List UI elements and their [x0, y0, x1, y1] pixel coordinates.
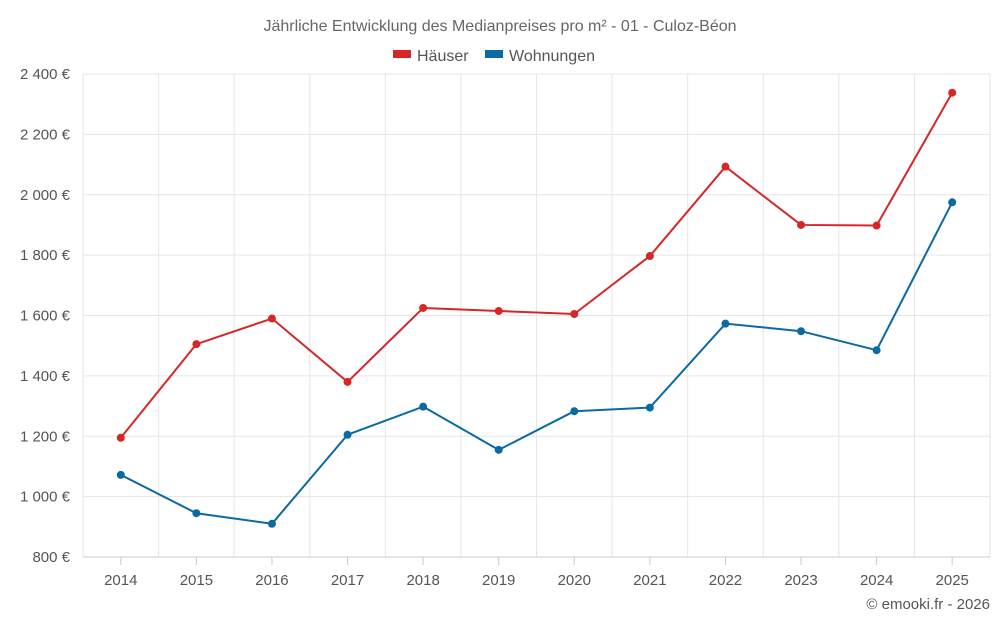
data-point-haeuser[interactable]: Häuser 2024: 1898 €	[872, 221, 881, 230]
data-point-haeuser[interactable]: Häuser 2019: 1615 €	[494, 306, 503, 315]
x-tick-label: 2020	[558, 572, 591, 589]
x-tick-label: 2017	[331, 572, 364, 589]
data-point-haeuser[interactable]: Häuser 2025: 2338 €	[948, 88, 957, 97]
data-point-haeuser[interactable]: Häuser 2016: 1590 €	[267, 314, 276, 323]
legend-label-haeuser: Häuser	[417, 48, 469, 65]
y-tick-label: 1 800 €	[20, 247, 71, 264]
data-point-haeuser[interactable]: Häuser 2015: 1505 €	[192, 340, 201, 349]
series: Häuser 2014: 1195 € Häuser 2015: 1505 € Hä…	[116, 88, 957, 528]
data-point-haeuser[interactable]: Häuser 2023: 1900 €	[797, 220, 806, 229]
data-point-wohnungen[interactable]: Wohnungen 2025: 1975 €	[948, 198, 957, 207]
data-point-wohnungen[interactable]: Wohnungen 2023: 1548 €	[797, 327, 806, 336]
y-tick-label: 2 400 €	[20, 66, 71, 83]
legend-item-haeuser[interactable]: Häuser	[393, 48, 469, 65]
data-point-wohnungen[interactable]: Wohnungen 2018: 1298 €	[419, 402, 428, 411]
x-tick-label: 2024	[860, 572, 893, 589]
legend-swatch-haeuser	[393, 50, 411, 58]
series-haeuser: Häuser 2014: 1195 € Häuser 2015: 1505 € Hä…	[116, 88, 957, 442]
data-point-haeuser[interactable]: Häuser 2020: 1605 €	[570, 309, 579, 318]
x-tick-label: 2022	[709, 572, 742, 589]
x-tick-label: 2016	[255, 572, 288, 589]
legend-label-wohnungen: Wohnungen	[509, 48, 595, 65]
y-tick-label: 1 400 €	[20, 368, 71, 385]
data-point-wohnungen[interactable]: Wohnungen 2014: 1072 €	[116, 470, 125, 479]
data-point-wohnungen[interactable]: Wohnungen 2020: 1283 €	[570, 407, 579, 416]
data-point-wohnungen[interactable]: Wohnungen 2016: 910 €	[267, 519, 276, 528]
legend: Häuser Wohnungen	[393, 48, 595, 65]
y-tick-label: 800 €	[32, 549, 70, 566]
x-tick-label: 2015	[180, 572, 213, 589]
data-point-haeuser[interactable]: Häuser 2018: 1625 €	[419, 303, 428, 312]
legend-item-wohnungen[interactable]: Wohnungen	[485, 48, 595, 65]
grid	[82, 73, 991, 558]
y-tick-label: 1 000 €	[20, 489, 71, 506]
y-tick-label: 2 200 €	[20, 126, 71, 143]
axes: 800 € 1 000 € 1 200 € 1 400 € 1 600 € 1 800 €…	[20, 66, 990, 589]
y-tick-label: 1 600 €	[20, 308, 71, 325]
data-point-haeuser[interactable]: Häuser 2017: 1380 €	[343, 377, 352, 386]
data-point-haeuser[interactable]: Häuser 2022: 2093 €	[721, 162, 730, 171]
x-tick-label: 2018	[406, 572, 439, 589]
x-tick-label: 2025	[936, 572, 969, 589]
data-point-wohnungen[interactable]: Wohnungen 2024: 1485 €	[872, 346, 881, 355]
series-wohnungen: Wohnungen 2014: 1072 € Wohnungen 2015: 94…	[116, 198, 957, 528]
data-point-wohnungen[interactable]: Wohnungen 2019: 1155 €	[494, 445, 503, 454]
data-point-wohnungen[interactable]: Wohnungen 2015: 945 €	[192, 509, 201, 518]
x-tick-label: 2023	[784, 572, 817, 589]
credit-text: © emooki.fr - 2026	[866, 596, 990, 613]
y-tick-label: 1 200 €	[20, 428, 71, 445]
chart-title: Jährliche Entwicklung des Medianpreises …	[263, 18, 736, 35]
data-point-haeuser[interactable]: Häuser 2014: 1195 €	[116, 433, 125, 442]
data-point-wohnungen[interactable]: Wohnungen 2022: 1573 €	[721, 319, 730, 328]
legend-swatch-wohnungen	[485, 50, 503, 58]
x-tick-label: 2019	[482, 572, 515, 589]
x-tick-label: 2021	[633, 572, 666, 589]
y-tick-label: 2 000 €	[20, 187, 71, 204]
x-tick-label: 2014	[104, 572, 137, 589]
data-point-wohnungen[interactable]: Wohnungen 2017: 1205 €	[343, 430, 352, 439]
series-line-wohnungen	[120, 201, 954, 525]
data-point-haeuser[interactable]: Häuser 2021: 1797 €	[645, 252, 654, 261]
data-point-wohnungen[interactable]: Wohnungen 2021: 1295 €	[645, 403, 654, 412]
series-line-haeuser	[120, 92, 954, 439]
